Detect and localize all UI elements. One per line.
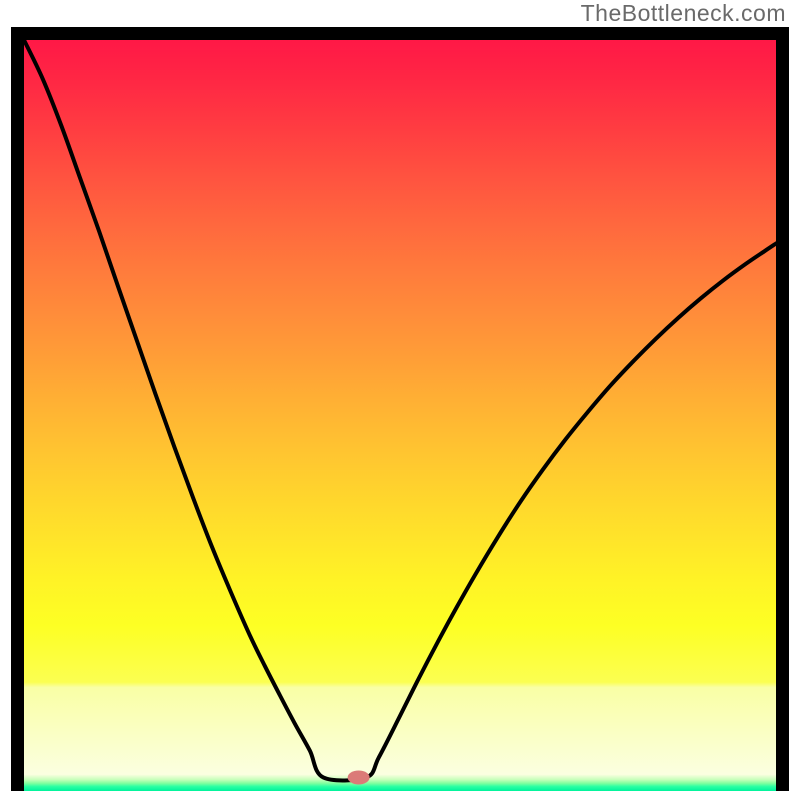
curve-layer: [24, 40, 776, 791]
figure-root: TheBottleneck.com: [0, 0, 800, 800]
plot-area: [24, 40, 776, 791]
bottleneck-curve: [24, 40, 776, 780]
minimum-marker: [348, 770, 370, 784]
watermark-text: TheBottleneck.com: [581, 0, 786, 27]
